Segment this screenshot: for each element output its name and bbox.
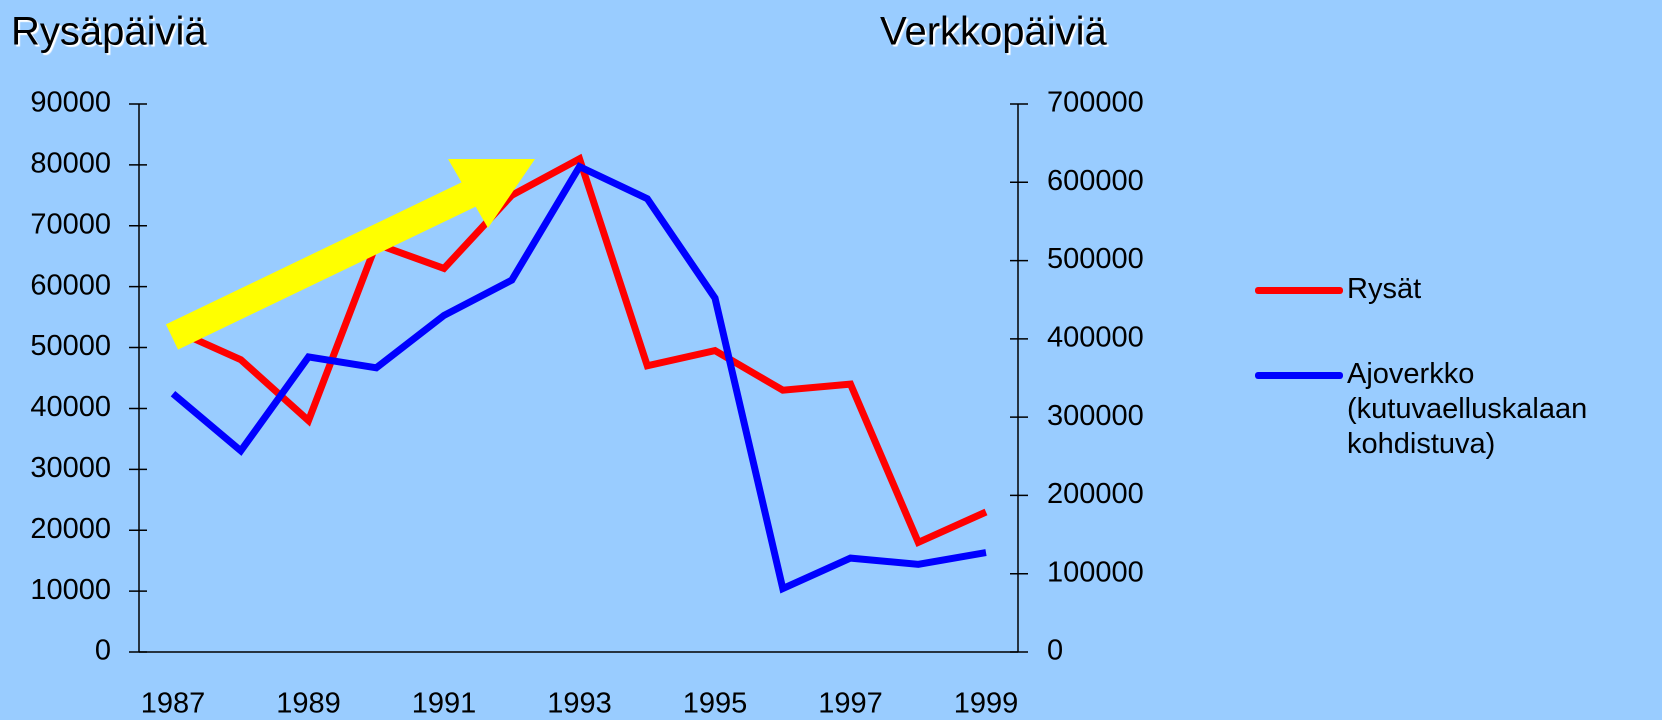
x-tick-label: 1989 [276,688,341,720]
y2-tick-label: 200000 [1047,478,1144,510]
legend-label: Rysät [1347,273,1422,305]
y2-tick-label: 300000 [1047,400,1144,432]
right-axis-title: Verkkopäiviä [880,10,1108,54]
legend: Rysät Ajoverkko (kutuvaelluskalaan kohdis… [1255,272,1587,512]
y-tick-label: 10000 [30,574,111,606]
y2-tick-label: 100000 [1047,556,1144,588]
y-tick-label: 70000 [30,208,111,240]
y-tick-label: 30000 [30,452,111,484]
y-tick-label: 0 [95,635,111,667]
legend-swatch [1255,372,1343,379]
trend-arrow [165,159,535,350]
line-series [170,162,987,594]
y2-tick-label: 600000 [1047,165,1144,197]
legend-swatch [1255,287,1343,294]
y2-tick-label: 700000 [1047,87,1144,119]
legend-item: Rysät [1255,272,1575,307]
line-series [171,153,988,548]
arrow-shaft [165,177,485,350]
y-tick-label: 20000 [30,513,111,545]
left-axis-title: Rysäpäiviä [11,10,207,54]
x-tick-label: 1987 [141,688,206,720]
y-tick-label: 60000 [30,269,111,301]
y-tick-label: 80000 [30,148,111,180]
x-tick-label: 1999 [954,688,1019,720]
x-tick-label: 1997 [818,688,883,720]
legend-item: Ajoverkko (kutuvaelluskalaan kohdistuva) [1255,357,1587,462]
legend-label: Ajoverkko (kutuvaelluskalaan kohdistuva) [1347,358,1588,460]
x-tick-label: 1993 [547,688,612,720]
x-tick-label: 1995 [683,688,748,720]
x-tick-label: 1991 [412,688,477,720]
y-tick-label: 50000 [30,330,111,362]
arrow-head [448,159,535,228]
y2-tick-label: 500000 [1047,243,1144,275]
y-tick-label: 90000 [30,87,111,119]
y2-tick-label: 0 [1047,635,1063,667]
y2-tick-label: 400000 [1047,322,1144,354]
y-tick-label: 40000 [30,391,111,423]
